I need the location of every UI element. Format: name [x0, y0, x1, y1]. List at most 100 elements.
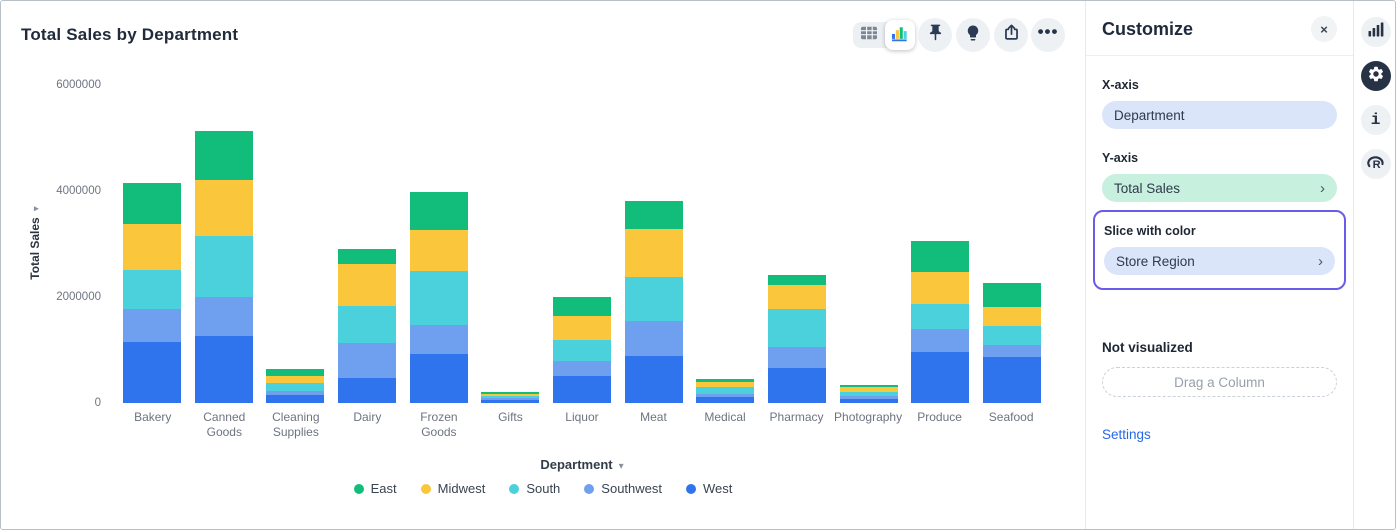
bar-segment-midwest[interactable]	[409, 230, 468, 271]
bar-segment-midwest[interactable]	[266, 376, 325, 383]
legend-item-midwest[interactable]: Midwest	[420, 481, 485, 496]
bar-segment-south[interactable]	[982, 326, 1041, 345]
bar-segment-east[interactable]	[624, 201, 683, 229]
bar-segment-west[interactable]	[982, 357, 1041, 403]
bar-segment-south[interactable]	[767, 309, 826, 347]
bar-segment-south[interactable]	[552, 340, 611, 361]
bar-segment-southwest[interactable]	[409, 325, 468, 354]
bar-segment-west[interactable]	[481, 400, 540, 403]
bar-segment-west[interactable]	[624, 356, 683, 403]
bar-segment-southwest[interactable]	[481, 398, 540, 400]
legend-item-south[interactable]: South	[509, 481, 560, 496]
bar-segment-east[interactable]	[696, 379, 755, 382]
r-logo-rail-button[interactable]: R	[1360, 149, 1391, 179]
bar-segment-south[interactable]	[696, 387, 755, 394]
bar-stack-dairy	[337, 249, 396, 403]
bar-segment-west[interactable]	[123, 342, 181, 403]
bar-segment-midwest[interactable]	[123, 224, 181, 270]
legend-label: East	[370, 481, 397, 496]
legend-label: South	[526, 481, 561, 496]
settings-link[interactable]: Settings	[1102, 427, 1151, 442]
bar-segment-east[interactable]	[409, 192, 468, 230]
x-axis-title[interactable]: Department ▾	[117, 457, 1047, 472]
bar-segment-midwest[interactable]	[194, 180, 253, 236]
bar-segment-west[interactable]	[409, 354, 468, 403]
y-axis-field-label: Y-axis	[1102, 151, 1139, 165]
bar-segment-east[interactable]	[266, 369, 325, 376]
bar-segment-west[interactable]	[767, 368, 826, 403]
bar-segment-midwest[interactable]	[767, 285, 826, 309]
bar-segment-south[interactable]	[123, 270, 181, 309]
bar-segment-west[interactable]	[839, 399, 898, 403]
bar-segment-southwest[interactable]	[266, 391, 325, 395]
bar-segment-midwest[interactable]	[337, 264, 396, 306]
bar-stack-liquor	[552, 297, 611, 403]
bar-segment-east[interactable]	[337, 249, 396, 264]
bar-column	[475, 85, 545, 403]
bar-segment-south[interactable]	[266, 383, 325, 391]
bar-segment-south[interactable]	[624, 277, 683, 321]
chart-region: Total Sales by Department	[1, 1, 1085, 529]
settings-rail-button[interactable]	[1360, 61, 1391, 91]
bar-segment-west[interactable]	[911, 352, 970, 403]
bar-segment-southwest[interactable]	[194, 297, 253, 336]
bar-segment-east[interactable]	[767, 275, 826, 285]
bar-segment-midwest[interactable]	[839, 387, 898, 392]
bar-segment-southwest[interactable]	[337, 343, 396, 378]
more-options-button[interactable]: •••	[1031, 18, 1065, 52]
bar-segment-midwest[interactable]	[696, 382, 755, 387]
bar-segment-southwest[interactable]	[624, 321, 683, 356]
bar-segment-east[interactable]	[839, 385, 898, 387]
bar-segment-south[interactable]	[409, 271, 468, 325]
bar-segment-southwest[interactable]	[123, 309, 181, 342]
bar-segment-east[interactable]	[481, 392, 540, 394]
bar-segment-east[interactable]	[123, 183, 181, 224]
explore-button[interactable]	[956, 18, 990, 52]
bar-segment-west[interactable]	[337, 378, 396, 403]
legend-item-east[interactable]: East	[353, 481, 397, 496]
pin-button[interactable]	[918, 18, 952, 52]
bar-segment-midwest[interactable]	[552, 316, 611, 340]
bar-segment-west[interactable]	[266, 395, 325, 403]
x-axis-category-label: Canned Goods	[203, 410, 246, 439]
bar-segment-east[interactable]	[194, 131, 253, 180]
y-axis-title[interactable]: Total Sales ▾	[28, 193, 44, 293]
bar-segment-midwest[interactable]	[982, 307, 1041, 326]
bar-segment-west[interactable]	[552, 376, 611, 403]
bar-segment-east[interactable]	[911, 241, 970, 272]
bar-segment-east[interactable]	[552, 297, 611, 316]
drop-zone-label: Drag a Column	[1174, 374, 1265, 390]
bar-segment-west[interactable]	[194, 336, 253, 403]
info-rail-button[interactable]: i	[1360, 105, 1391, 135]
bar-segment-south[interactable]	[911, 304, 970, 329]
x-axis-pill[interactable]: Department	[1102, 101, 1337, 129]
bar-segment-southwest[interactable]	[982, 345, 1041, 357]
drag-column-drop-zone[interactable]: Drag a Column	[1102, 367, 1337, 397]
bar-segment-southwest[interactable]	[911, 329, 970, 352]
visualization-rail-button[interactable]	[1360, 17, 1391, 47]
bar-segment-southwest[interactable]	[767, 347, 826, 368]
bar-segment-midwest[interactable]	[911, 272, 970, 304]
legend-item-southwest[interactable]: Southwest	[584, 481, 662, 496]
share-icon	[1002, 23, 1021, 47]
y-axis-pill[interactable]: Total Sales ›	[1102, 174, 1337, 202]
bar-segment-midwest[interactable]	[481, 394, 540, 396]
bar-stack-canned-goods	[194, 131, 253, 403]
share-button[interactable]	[994, 18, 1028, 52]
close-panel-button[interactable]: ×	[1311, 16, 1337, 42]
slice-pill-label: Store Region	[1116, 253, 1195, 269]
table-view-button[interactable]	[853, 22, 885, 48]
bar-segment-south[interactable]	[194, 236, 253, 297]
bar-segment-midwest[interactable]	[624, 229, 683, 277]
bar-segment-south[interactable]	[481, 396, 540, 398]
bar-segment-southwest[interactable]	[839, 396, 898, 399]
bar-segment-west[interactable]	[696, 397, 755, 403]
bar-segment-south[interactable]	[839, 392, 898, 396]
bar-segment-east[interactable]	[982, 283, 1041, 307]
bar-segment-southwest[interactable]	[696, 394, 755, 397]
legend-item-west[interactable]: West	[686, 481, 732, 496]
slice-pill[interactable]: Store Region ›	[1104, 247, 1335, 275]
bar-segment-south[interactable]	[337, 306, 396, 343]
bar-segment-southwest[interactable]	[552, 361, 611, 376]
chart-view-button[interactable]	[885, 20, 915, 50]
